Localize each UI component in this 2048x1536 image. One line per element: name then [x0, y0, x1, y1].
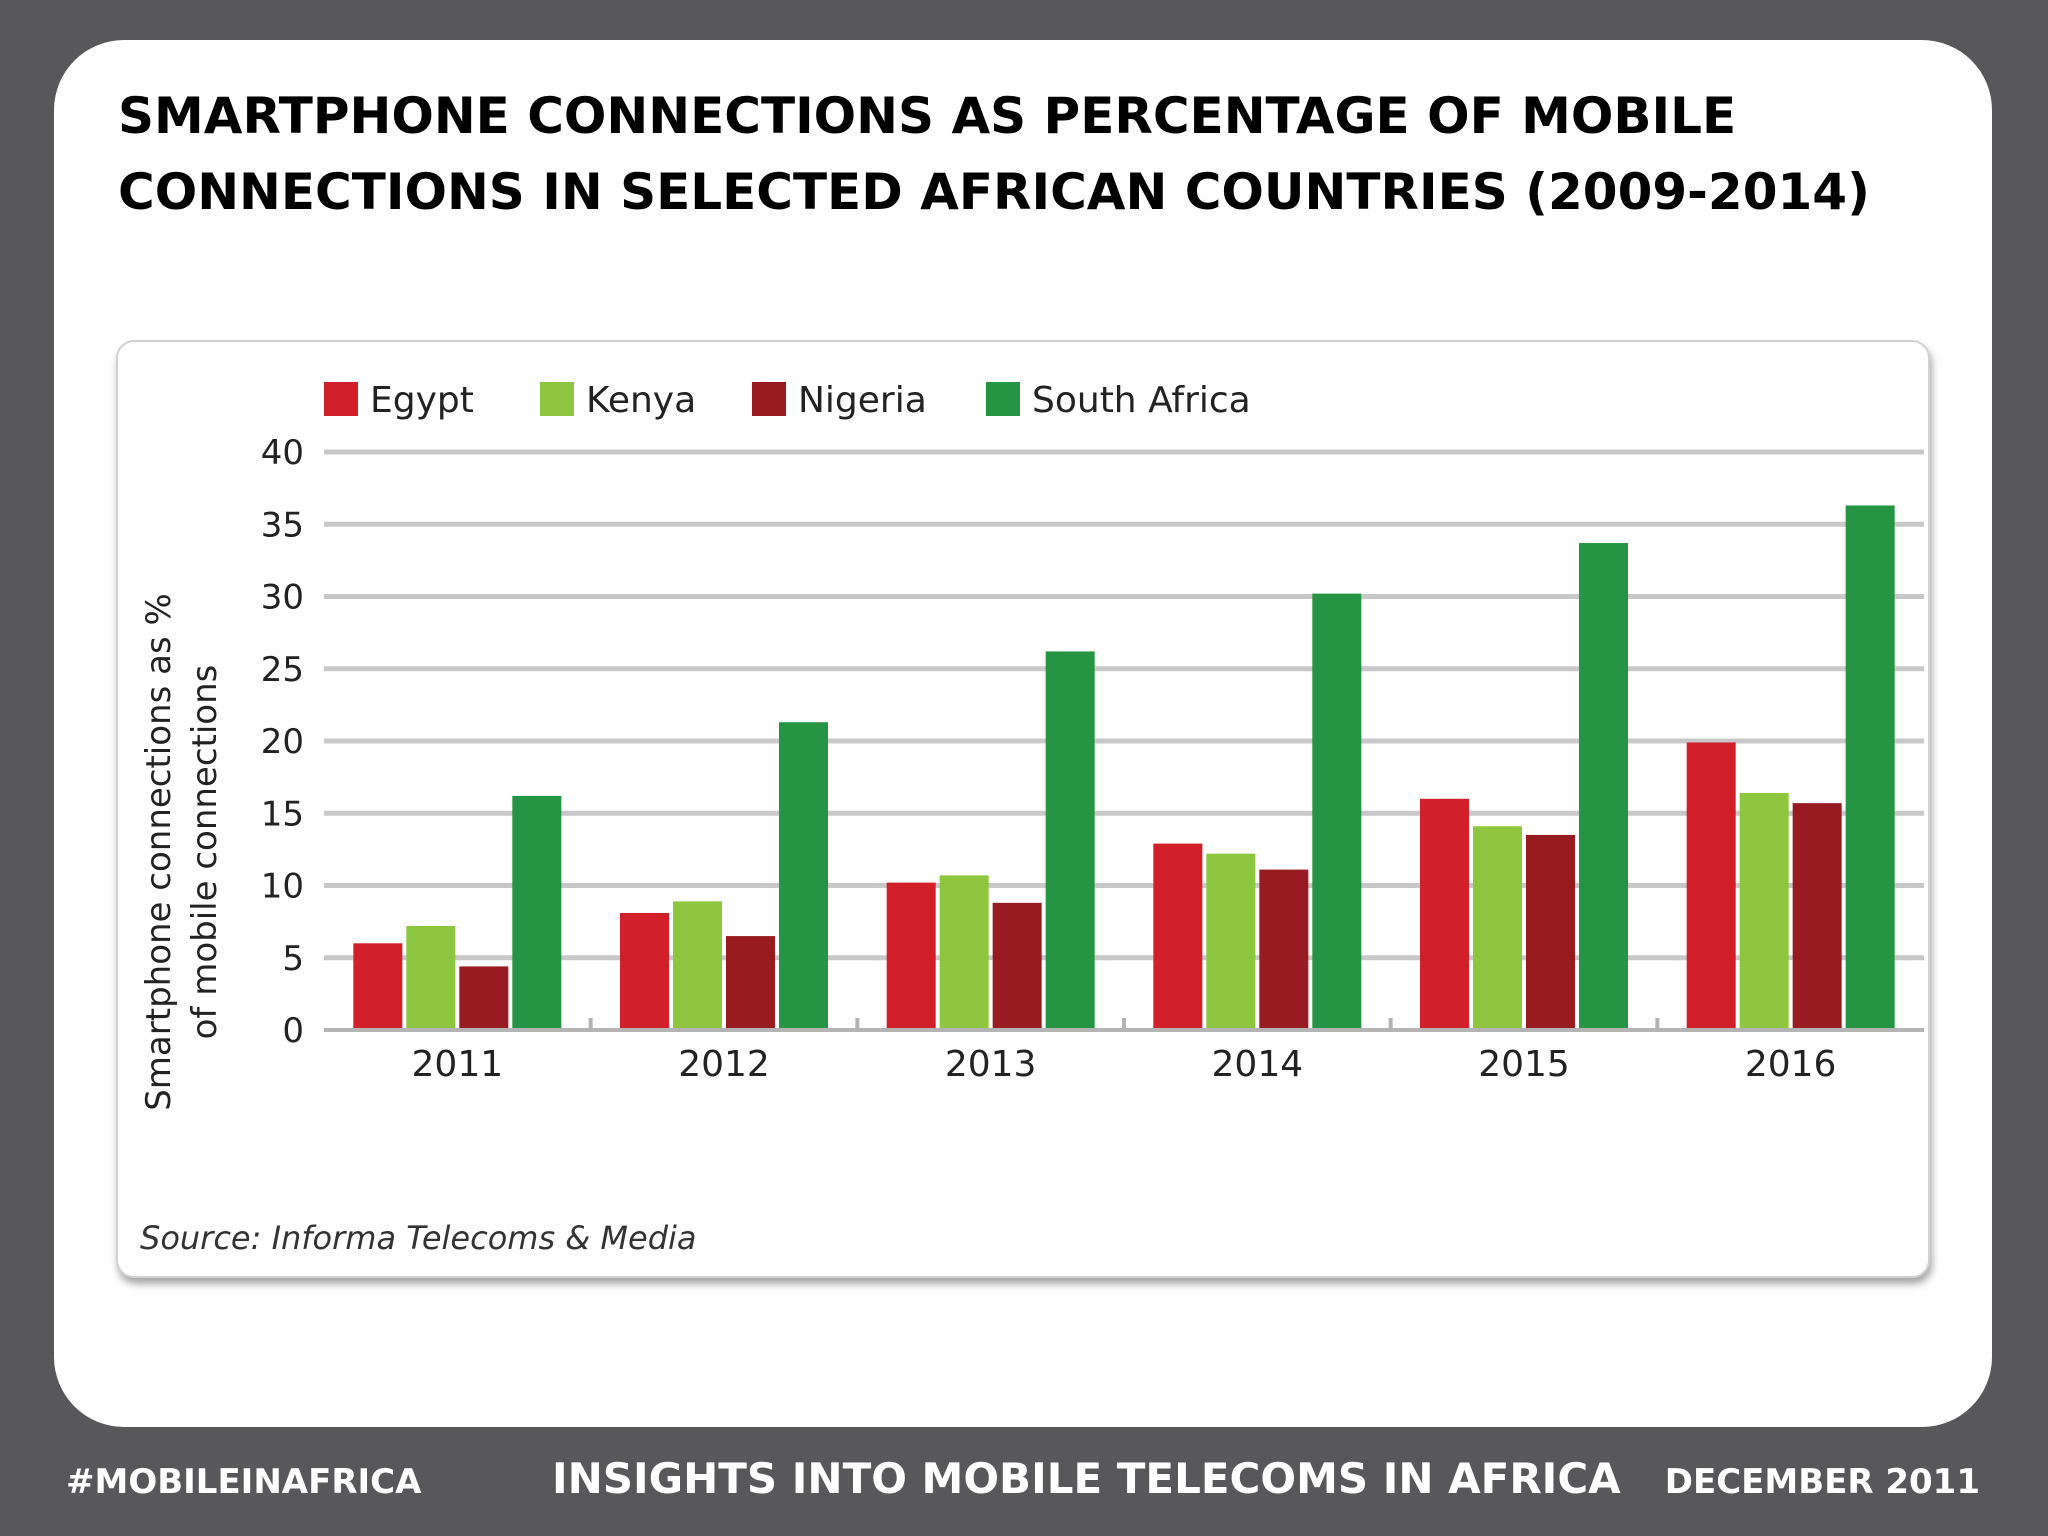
chart-panel: 0 5 10 15 20 25 30 35 40 2011 2012 2013 2014 2015 2016…	[116, 340, 1930, 1278]
y-axis-title: Smartphone connections as % of mobile co…	[139, 593, 225, 1111]
axes: 0 5 10 15 20 25 30 35 40 2011 2012 2013 2014 2015 2016	[261, 433, 1924, 1085]
bars	[353, 505, 1895, 1031]
y-tick-label: 10	[261, 867, 304, 907]
bar-kenya-2011	[406, 925, 456, 1030]
x-tick-label: 2014	[1212, 1044, 1304, 1085]
bar-kenya-2016	[1739, 793, 1789, 1030]
x-tick-label: 2013	[945, 1044, 1037, 1085]
bar-south-africa-2011	[512, 795, 562, 1030]
y-tick-label: 5	[282, 939, 304, 979]
bar-egypt-2012	[620, 912, 669, 1030]
bar-south-africa-2016	[1845, 505, 1895, 1031]
bar-nigeria-2012	[726, 936, 775, 1030]
slide-title-line-2: CONNECTIONS IN SELECTED AFRICAN COUNTRIE…	[118, 163, 1870, 221]
y-axis-title-line-2: of mobile connections	[185, 665, 225, 1040]
bar-south-africa-2015	[1579, 543, 1628, 1030]
legend-swatch-egypt	[324, 382, 358, 416]
x-tick-label: 2016	[1745, 1044, 1837, 1085]
bar-south-africa-2012	[779, 722, 828, 1030]
legend-label-south-africa: South Africa	[1032, 380, 1251, 421]
legend: Egypt Kenya Nigeria South Africa	[324, 380, 1251, 421]
x-tick-label: 2015	[1478, 1044, 1570, 1085]
footer-date: DECEMBER 2011	[1664, 1462, 1980, 1502]
y-tick-label: 0	[282, 1011, 304, 1051]
y-tick-label: 15	[261, 794, 304, 834]
bar-egypt-2011	[353, 943, 403, 1030]
slide-title: SMARTPHONE CONNECTIONS AS PERCENTAGE OF …	[118, 78, 1918, 230]
bar-kenya-2015	[1473, 826, 1522, 1030]
y-tick-label: 40	[261, 433, 304, 473]
y-tick-label: 35	[261, 505, 304, 545]
bar-chart: 0 5 10 15 20 25 30 35 40 2011 2012 2013 2014 2015 2016…	[139, 380, 1924, 1257]
bar-egypt-2015	[1420, 798, 1469, 1030]
y-axis-title-line-1: Smartphone connections as %	[139, 593, 179, 1111]
y-tick-label: 25	[261, 650, 304, 690]
y-tick-label: 30	[261, 578, 304, 618]
legend-label-egypt: Egypt	[370, 380, 474, 421]
legend-swatch-south-africa	[986, 382, 1020, 416]
bar-nigeria-2015	[1526, 834, 1575, 1030]
bar-egypt-2013	[886, 882, 936, 1030]
x-tick-label: 2011	[412, 1044, 504, 1085]
bar-south-africa-2014	[1312, 593, 1362, 1030]
legend-swatch-nigeria	[752, 382, 786, 416]
bar-nigeria-2014	[1259, 869, 1309, 1030]
bar-south-africa-2013	[1045, 651, 1095, 1030]
legend-label-nigeria: Nigeria	[798, 380, 927, 421]
chart-source: Source: Informa Telecoms & Media	[140, 1219, 697, 1257]
legend-label-kenya: Kenya	[586, 380, 696, 421]
footer-hashtag: #MOBILEINAFRICA	[66, 1462, 422, 1502]
y-tick-label: 20	[261, 722, 304, 762]
x-tick-label: 2012	[678, 1044, 770, 1085]
footer-tagline: INSIGHTS INTO MOBILE TELECOMS IN AFRICA	[552, 1454, 1621, 1503]
bar-kenya-2013	[939, 875, 989, 1030]
slide-title-line-1: SMARTPHONE CONNECTIONS AS PERCENTAGE OF …	[118, 87, 1737, 145]
bar-nigeria-2011	[459, 966, 509, 1030]
legend-swatch-kenya	[540, 382, 574, 416]
bar-kenya-2014	[1206, 853, 1256, 1030]
bar-kenya-2012	[673, 901, 722, 1030]
bar-egypt-2014	[1153, 843, 1203, 1030]
bar-nigeria-2016	[1792, 803, 1842, 1030]
gridlines	[324, 449, 1924, 961]
bar-egypt-2016	[1686, 742, 1736, 1030]
bar-nigeria-2013	[992, 902, 1042, 1030]
